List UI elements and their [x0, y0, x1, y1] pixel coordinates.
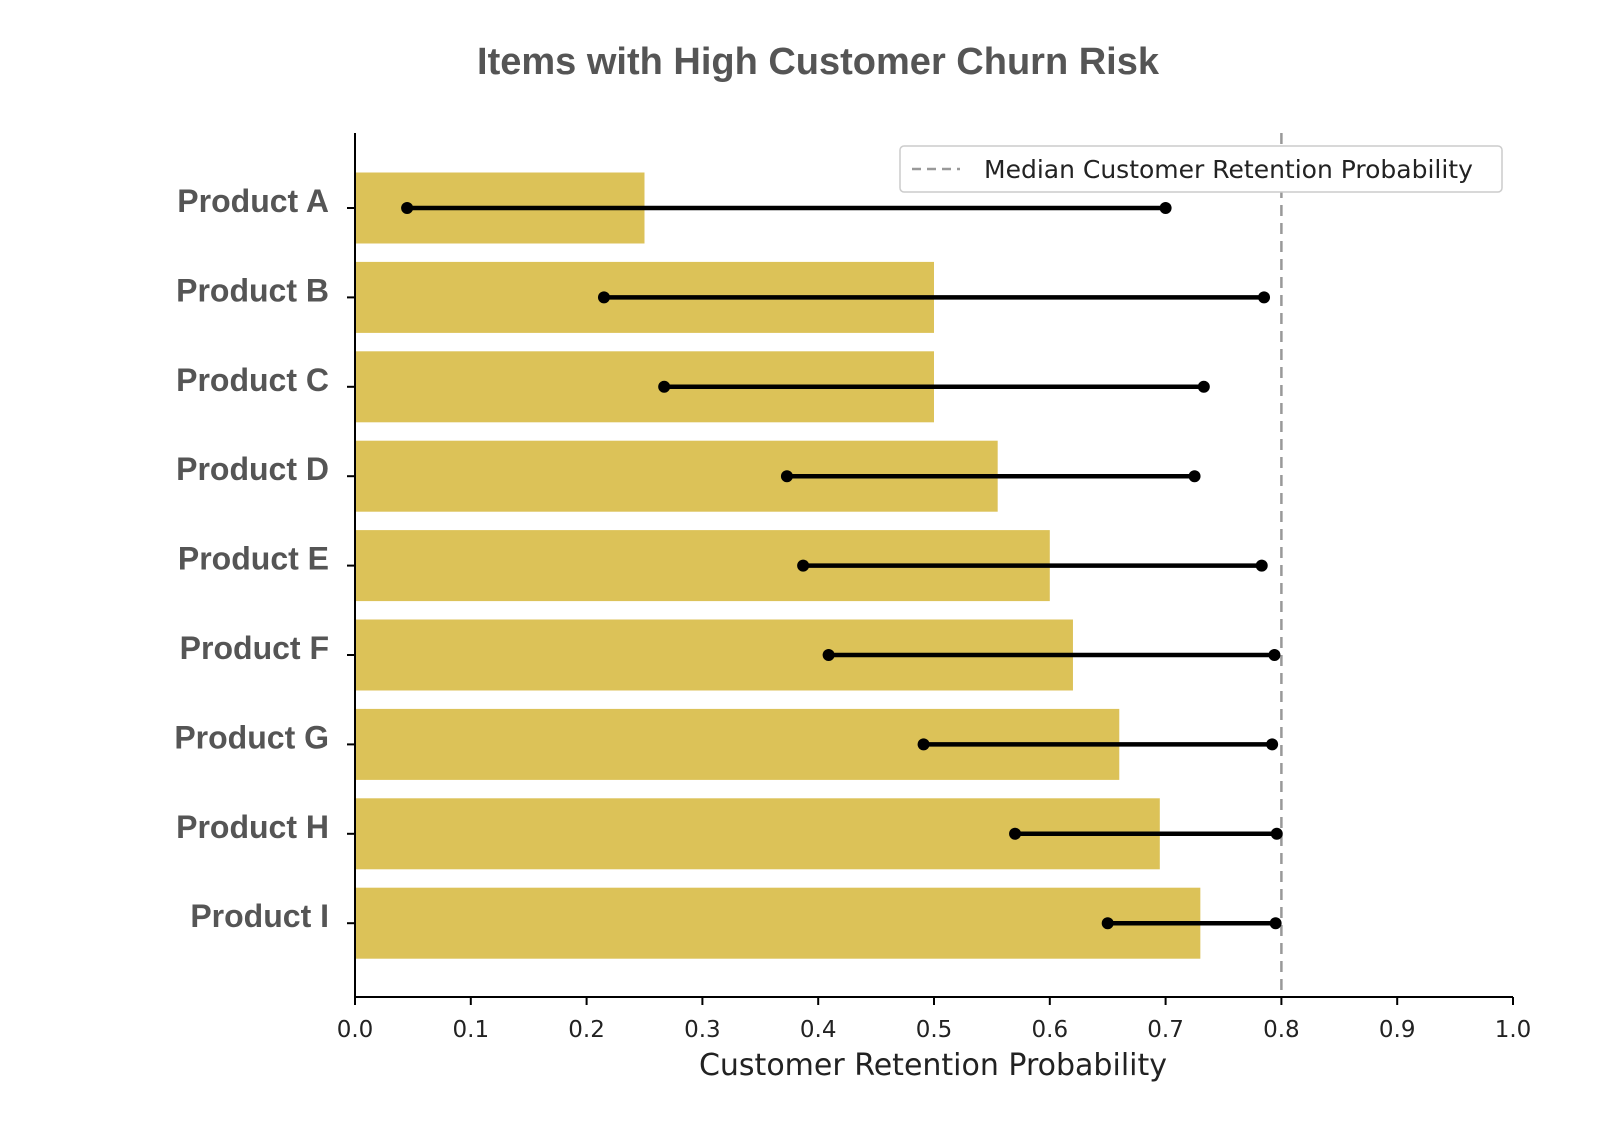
legend-box [899, 145, 1503, 193]
category-label-product-d: Product D [176, 451, 329, 487]
range-low-point-product-h [1009, 827, 1022, 840]
chart-title: Items with High Customer Churn Risk [477, 41, 1160, 83]
x-tick-label: 0.2 [568, 1017, 605, 1043]
range-low-point-product-d [780, 470, 793, 483]
category-label-product-h: Product H [176, 809, 329, 845]
legend-label: Median Customer Retention Probability [984, 155, 1473, 184]
range-low-point-product-b [597, 291, 610, 304]
x-axis-label: Customer Retention Probability [699, 1048, 1167, 1083]
category-label-product-b: Product B [176, 272, 329, 308]
range-low-point-product-e [797, 559, 810, 572]
x-tick-label: 0.8 [1263, 1017, 1300, 1043]
x-tick-label: 0.1 [453, 1017, 490, 1043]
category-label-product-e: Product E [178, 541, 329, 577]
range-low-point-product-c [658, 380, 671, 393]
category-label-product-i: Product I [190, 898, 329, 934]
x-tick-label: 0.6 [1032, 1017, 1069, 1043]
category-label-product-f: Product F [180, 630, 329, 666]
category-label-product-a: Product A [177, 183, 329, 219]
range-high-point-product-f [1268, 649, 1281, 661]
range-high-point-product-e [1255, 559, 1268, 572]
range-high-point-product-g [1266, 738, 1279, 751]
x-tick-label: 0.5 [916, 1017, 953, 1043]
x-tick-label: 0.9 [1379, 1017, 1416, 1043]
range-high-point-product-a [1159, 202, 1172, 214]
x-tick-label: 0.4 [800, 1017, 837, 1043]
range-high-point-product-b [1258, 291, 1271, 304]
axes-layer: 0.0 0.1 0.2 0.3 0.4 0.5 0.6 0.7 0.8 0.9 1.0 Product… [174, 133, 1531, 1043]
ranges-layer [401, 202, 1283, 930]
range-low-point-product-a [401, 202, 414, 214]
range-low-point-product-f [822, 649, 835, 661]
category-label-product-g: Product G [174, 719, 329, 755]
category-label-product-c: Product C [176, 362, 329, 398]
x-tick-label: 0.7 [1147, 1017, 1184, 1043]
x-tick-label: 0.0 [337, 1017, 374, 1043]
range-high-point-product-c [1197, 380, 1210, 393]
range-high-point-product-h [1270, 827, 1283, 840]
x-tick-label: 0.3 [684, 1017, 721, 1043]
range-high-point-product-i [1269, 917, 1282, 930]
x-tick-label: 1.0 [1495, 1017, 1532, 1043]
legend: Median Customer Retention Probability [899, 145, 1503, 193]
range-high-point-product-d [1188, 470, 1201, 483]
range-low-point-product-g [917, 738, 930, 751]
bar-product-i [355, 887, 1201, 959]
range-low-point-product-i [1101, 917, 1114, 930]
